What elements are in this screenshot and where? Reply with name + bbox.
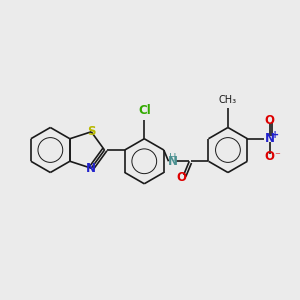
Text: ⁻: ⁻: [274, 151, 280, 161]
Text: S: S: [87, 125, 95, 138]
Text: N: N: [265, 132, 275, 145]
Text: H: H: [169, 153, 176, 163]
Text: O: O: [265, 150, 275, 163]
Text: O: O: [265, 114, 275, 127]
Text: N: N: [167, 155, 177, 168]
Text: CH₃: CH₃: [219, 95, 237, 105]
Text: N: N: [86, 162, 96, 175]
Text: O: O: [176, 171, 187, 184]
Text: Cl: Cl: [138, 104, 151, 117]
Text: +: +: [272, 130, 280, 140]
